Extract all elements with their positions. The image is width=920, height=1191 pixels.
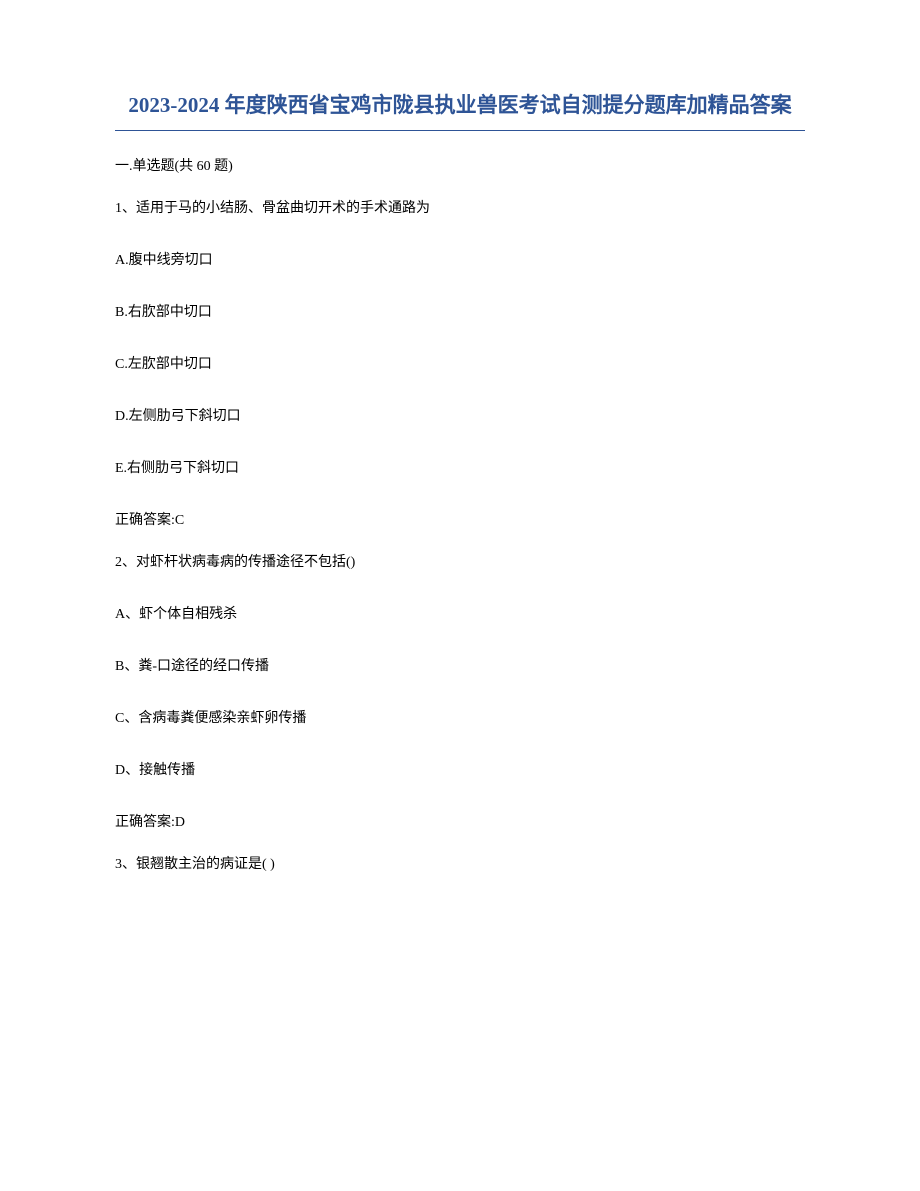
option-1b: B.右肷部中切口	[115, 301, 805, 321]
document-title: 2023-2024 年度陕西省宝鸡市陇县执业兽医考试自测提分题库加精品答案	[115, 90, 805, 122]
option-2d: D、接触传播	[115, 759, 805, 779]
option-1c: C.左肷部中切口	[115, 353, 805, 373]
answer-2: 正确答案:D	[115, 811, 805, 831]
question-text: 适用于马的小结肠、骨盆曲切开术的手术通路为	[136, 201, 430, 216]
question-number: 1、	[115, 201, 136, 216]
question-3: 3、银翘散主治的病证是( )	[115, 853, 805, 873]
section-header: 一.单选题(共 60 题)	[115, 155, 805, 175]
question-text: 对虾杆状病毒病的传播途径不包括()	[136, 555, 355, 570]
question-number: 2、	[115, 555, 136, 570]
option-1e: E.右侧肋弓下斜切口	[115, 457, 805, 477]
title-divider	[115, 130, 805, 131]
option-2c: C、含病毒粪便感染亲虾卵传播	[115, 707, 805, 727]
answer-1: 正确答案:C	[115, 509, 805, 529]
option-2a: A、虾个体自相残杀	[115, 603, 805, 623]
question-2: 2、对虾杆状病毒病的传播途径不包括()	[115, 551, 805, 571]
option-1d: D.左侧肋弓下斜切口	[115, 405, 805, 425]
question-number: 3、	[115, 857, 136, 872]
question-1: 1、适用于马的小结肠、骨盆曲切开术的手术通路为	[115, 197, 805, 217]
question-text: 银翘散主治的病证是( )	[136, 857, 275, 872]
option-1a: A.腹中线旁切口	[115, 249, 805, 269]
option-2b: B、粪-口途径的经口传播	[115, 655, 805, 675]
